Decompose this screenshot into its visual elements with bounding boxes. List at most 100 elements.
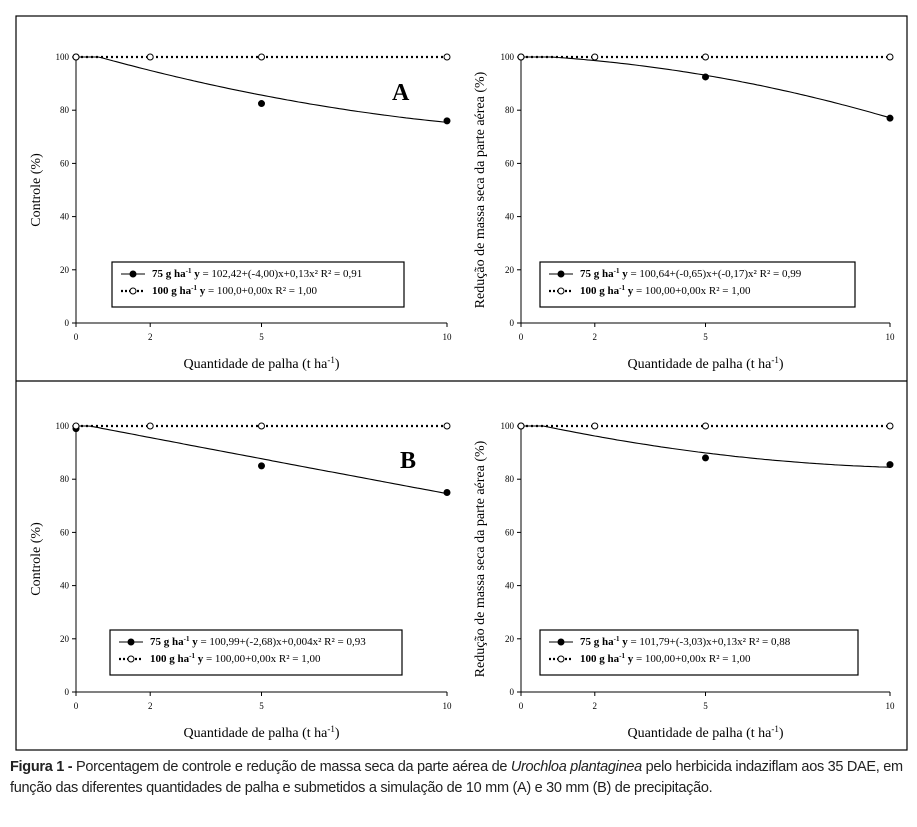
y-tick-label: 20 <box>60 634 70 644</box>
y-axis-label: Redução de massa seca da parte aérea (%) <box>473 440 488 677</box>
y-tick-label: 100 <box>56 421 70 431</box>
legend-box <box>539 629 859 676</box>
data-point <box>517 53 525 61</box>
y-tick-label: 0 <box>65 318 70 328</box>
y-axis-label: Controle (%) <box>29 153 44 227</box>
figure-caption: Figura 1 - Porcentagem de controle e red… <box>10 757 910 799</box>
x-axis-label: Quantidade de palha (t ha-1) <box>628 355 784 372</box>
data-point <box>258 422 265 430</box>
legend-box <box>111 261 405 308</box>
data-point <box>146 422 154 430</box>
y-tick-label: 20 <box>505 634 515 644</box>
legend-entry: 75 g ha-1 y = 102,42+(-4,00)x+0,13x² R² … <box>152 267 362 280</box>
x-tick-label: 5 <box>703 332 708 342</box>
x-tick-label: 0 <box>74 332 79 342</box>
x-axis-label: Quantidade de palha (t ha-1) <box>184 724 340 741</box>
legend: 75 g ha-1 y = 102,42+(-4,00)x+0,13x² R² … <box>111 261 405 308</box>
x-tick-label: 5 <box>703 701 708 711</box>
legend-entry: 100 g ha-1 y = 100,0+0,00x R² = 1,00 <box>152 284 317 297</box>
data-point <box>258 462 265 470</box>
panel-label: B <box>400 448 416 474</box>
y-tick-label: 100 <box>501 52 515 62</box>
data-point <box>591 53 599 61</box>
chart-panel-2: 0 20 40 60 80 100 0 2 5 10 Quantidade de palha (t … <box>473 52 895 372</box>
data-point <box>886 53 894 61</box>
x-tick-label: 0 <box>519 701 524 711</box>
x-axis-label: Quantidade de palha (t ha-1) <box>628 724 784 741</box>
x-tick-label: 0 <box>74 701 79 711</box>
y-tick-label: 20 <box>505 265 515 275</box>
data-point <box>702 53 709 61</box>
legend-entry: 75 g ha-1 y = 100,64+(-0,65)x+(-0,17)x² … <box>580 267 802 280</box>
y-tick-label: 80 <box>505 474 515 484</box>
y-tick-label: 60 <box>60 527 70 537</box>
y-tick-label: 0 <box>510 687 515 697</box>
fit-line-75g <box>76 56 448 123</box>
y-tick-label: 20 <box>60 265 70 275</box>
y-axis-label: Controle (%) <box>29 522 44 596</box>
legend-marker <box>557 638 565 646</box>
data-point <box>443 53 451 61</box>
data-point <box>886 114 894 122</box>
y-axis-label: Redução de massa seca da parte aérea (%) <box>473 71 488 308</box>
data-point <box>443 489 451 496</box>
chart-panel-1: 0 20 40 60 80 100 0 2 5 10 Quantidade de palha (t … <box>29 52 452 372</box>
y-tick-label: 60 <box>505 158 515 168</box>
x-tick-label: 10 <box>886 332 896 342</box>
data-point <box>886 461 894 469</box>
caption-text-2: pelo herbicida indaziflam aos 35 DAE, em… <box>10 759 903 796</box>
data-point <box>258 100 265 108</box>
data-point <box>702 454 709 462</box>
data-point <box>591 422 599 430</box>
legend-entry: 75 g ha-1 y = 101,79+(-3,03)x+0,13x² R² … <box>580 635 791 648</box>
x-axis-label: Quantidade de palha (t ha-1) <box>184 355 340 372</box>
data-point <box>443 117 451 125</box>
data-point <box>72 422 80 430</box>
x-tick-label: 5 <box>259 332 264 342</box>
caption-species: Urochloa plantaginea <box>510 759 642 775</box>
legend-entry: 100 g ha-1 y = 100,00+0,00x R² = 1,00 <box>580 652 751 665</box>
legend-box <box>539 261 856 308</box>
data-point <box>146 53 154 61</box>
legend-marker <box>127 655 135 663</box>
data-point <box>443 422 451 430</box>
y-tick-label: 80 <box>505 105 515 115</box>
figure-border <box>15 15 908 751</box>
legend-marker <box>127 638 135 646</box>
legend: 75 g ha-1 y = 100,99+(-2,68)x+0,004x² R²… <box>109 629 403 676</box>
caption-label: Figura 1 - <box>10 759 73 775</box>
legend-marker <box>557 655 565 663</box>
x-tick-label: 5 <box>259 701 264 711</box>
legend-marker <box>129 270 137 278</box>
legend-entry: 100 g ha-1 y = 100,00+0,00x R² = 1,00 <box>150 652 321 665</box>
y-tick-label: 0 <box>510 318 515 328</box>
x-tick-label: 2 <box>593 332 598 342</box>
caption-text-1: Porcentagem de controle e redução de mas… <box>76 759 511 775</box>
data-point <box>702 73 709 81</box>
data-point <box>886 422 894 430</box>
panel-label: A <box>392 80 410 106</box>
y-tick-label: 80 <box>60 105 70 115</box>
data-point <box>702 422 709 430</box>
y-tick-label: 40 <box>505 581 515 591</box>
y-tick-label: 0 <box>65 687 70 697</box>
y-tick-label: 80 <box>60 474 70 484</box>
chart-panel-3: 0 20 40 60 80 100 0 2 5 10 Quantidade de palha (t … <box>29 421 452 741</box>
x-tick-label: 10 <box>443 332 453 342</box>
chart-panel-4: 0 20 40 60 80 100 0 2 5 10 Quantidade de palha (t … <box>473 421 895 741</box>
fit-line-75g <box>76 425 448 495</box>
legend-entry: 75 g ha-1 y = 100,99+(-2,68)x+0,004x² R²… <box>150 635 366 648</box>
legend: 75 g ha-1 y = 100,64+(-0,65)x+(-0,17)x² … <box>539 261 856 308</box>
x-tick-label: 10 <box>443 701 453 711</box>
y-tick-label: 100 <box>56 52 70 62</box>
legend-marker <box>129 287 137 295</box>
legend-entry: 100 g ha-1 y = 100,00+0,00x R² = 1,00 <box>580 284 751 297</box>
data-point <box>258 53 265 61</box>
y-tick-label: 100 <box>501 421 515 431</box>
y-tick-label: 40 <box>505 212 515 222</box>
x-tick-label: 2 <box>148 701 153 711</box>
data-point <box>72 53 80 61</box>
x-tick-label: 10 <box>886 701 896 711</box>
y-tick-label: 40 <box>60 212 70 222</box>
